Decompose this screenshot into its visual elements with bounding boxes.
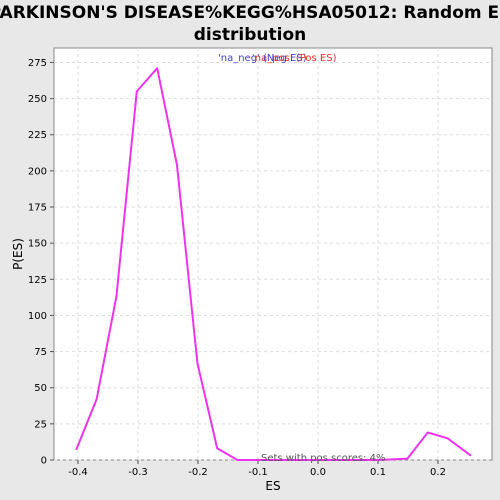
x-tick-label: -0.2 — [188, 467, 208, 478]
grid — [54, 48, 492, 461]
x-tick-label: -0.4 — [68, 467, 88, 478]
y-tick-label: 100 — [28, 311, 47, 322]
x-tick-label: -0.1 — [248, 467, 268, 478]
y-tick-label: 275 — [28, 58, 47, 69]
chart-title-line1: PARKINSON'S DISEASE%KEGG%HSA05012: Rando… — [0, 3, 500, 23]
y-tick-label: 125 — [28, 275, 47, 286]
y-tick-label: 75 — [34, 347, 47, 358]
chart-title-line2: distribution — [194, 25, 306, 45]
y-tick-label: 250 — [28, 94, 47, 105]
y-tick-label: 225 — [28, 130, 47, 141]
series-layer — [75, 67, 472, 461]
legend-entry-pos: 'na_pos' (Pos ES) — [252, 53, 337, 64]
y-axis-label: P(ES) — [11, 238, 25, 270]
annotation-pos-scores: Sets with pos scores: 4% — [261, 453, 386, 464]
y-tick-label: 50 — [34, 383, 47, 394]
plot-area — [53, 47, 493, 461]
legend-entry-neg: 'na_neg' (Neg ES) — [218, 53, 307, 64]
y-tick-label: 200 — [28, 166, 47, 177]
y-tick-label: 25 — [34, 419, 47, 430]
x-axis-label: ES — [265, 479, 280, 493]
x-tick-label: 0.1 — [370, 467, 386, 478]
x-axis: -0.4 -0.3 -0.2 -0.1 0.0 0.1 0.2 — [68, 460, 446, 478]
series-line — [75, 67, 472, 461]
y-tick-label: 175 — [28, 203, 47, 214]
x-tick-label: -0.3 — [128, 467, 148, 478]
y-axis: 0 25 50 75 100 125 150 175 200 225 250 275 — [28, 58, 54, 467]
y-tick-label: 150 — [28, 239, 47, 250]
x-tick-label: 0.0 — [310, 467, 326, 478]
x-tick-label: 0.2 — [430, 467, 446, 478]
y-tick-label: 0 — [41, 456, 47, 467]
